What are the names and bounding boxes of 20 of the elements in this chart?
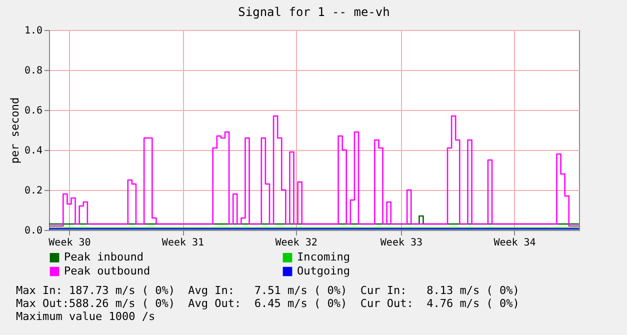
legend-label: Peak outbound [64, 264, 150, 278]
legend-label: Outgoing [297, 264, 350, 278]
x-tick-label: Week 34 [494, 238, 536, 248]
chart-title: Signal for 1 -- me-vh [238, 5, 390, 19]
x-tick-label: Week 30 [48, 238, 91, 248]
x-tick-label: Week 33 [380, 238, 423, 248]
y-tick-label: 0.0 [24, 226, 42, 236]
text: Max Out:588.26 m/s ( 0%) Avg Out: 6.45 m/s ( 0%) Cur Out: 4.76 m/s ( 0%) [16, 297, 520, 310]
y-tick-label: 0.2 [24, 186, 42, 196]
y-tick-label: 0.8 [24, 66, 42, 76]
y-tick-label: 0.4 [24, 146, 42, 156]
text: Maximum value 1000 /s [16, 310, 156, 323]
y-axis-title: per second [8, 97, 22, 164]
legend-label: Peak inbound [64, 250, 144, 264]
x-tick-label: Week 32 [275, 238, 318, 248]
text: Max In: 187.73 m/s ( 0%) Avg In: 7.51 m/s ( 0%) Cur In: 8.13 m/s ( 0%) [16, 284, 520, 297]
legend-label: Incoming [297, 250, 350, 264]
y-tick-label: 0.6 [24, 106, 42, 116]
x-tick-label: Week 31 [162, 238, 204, 248]
y-tick-label: 1.0 [24, 26, 42, 36]
